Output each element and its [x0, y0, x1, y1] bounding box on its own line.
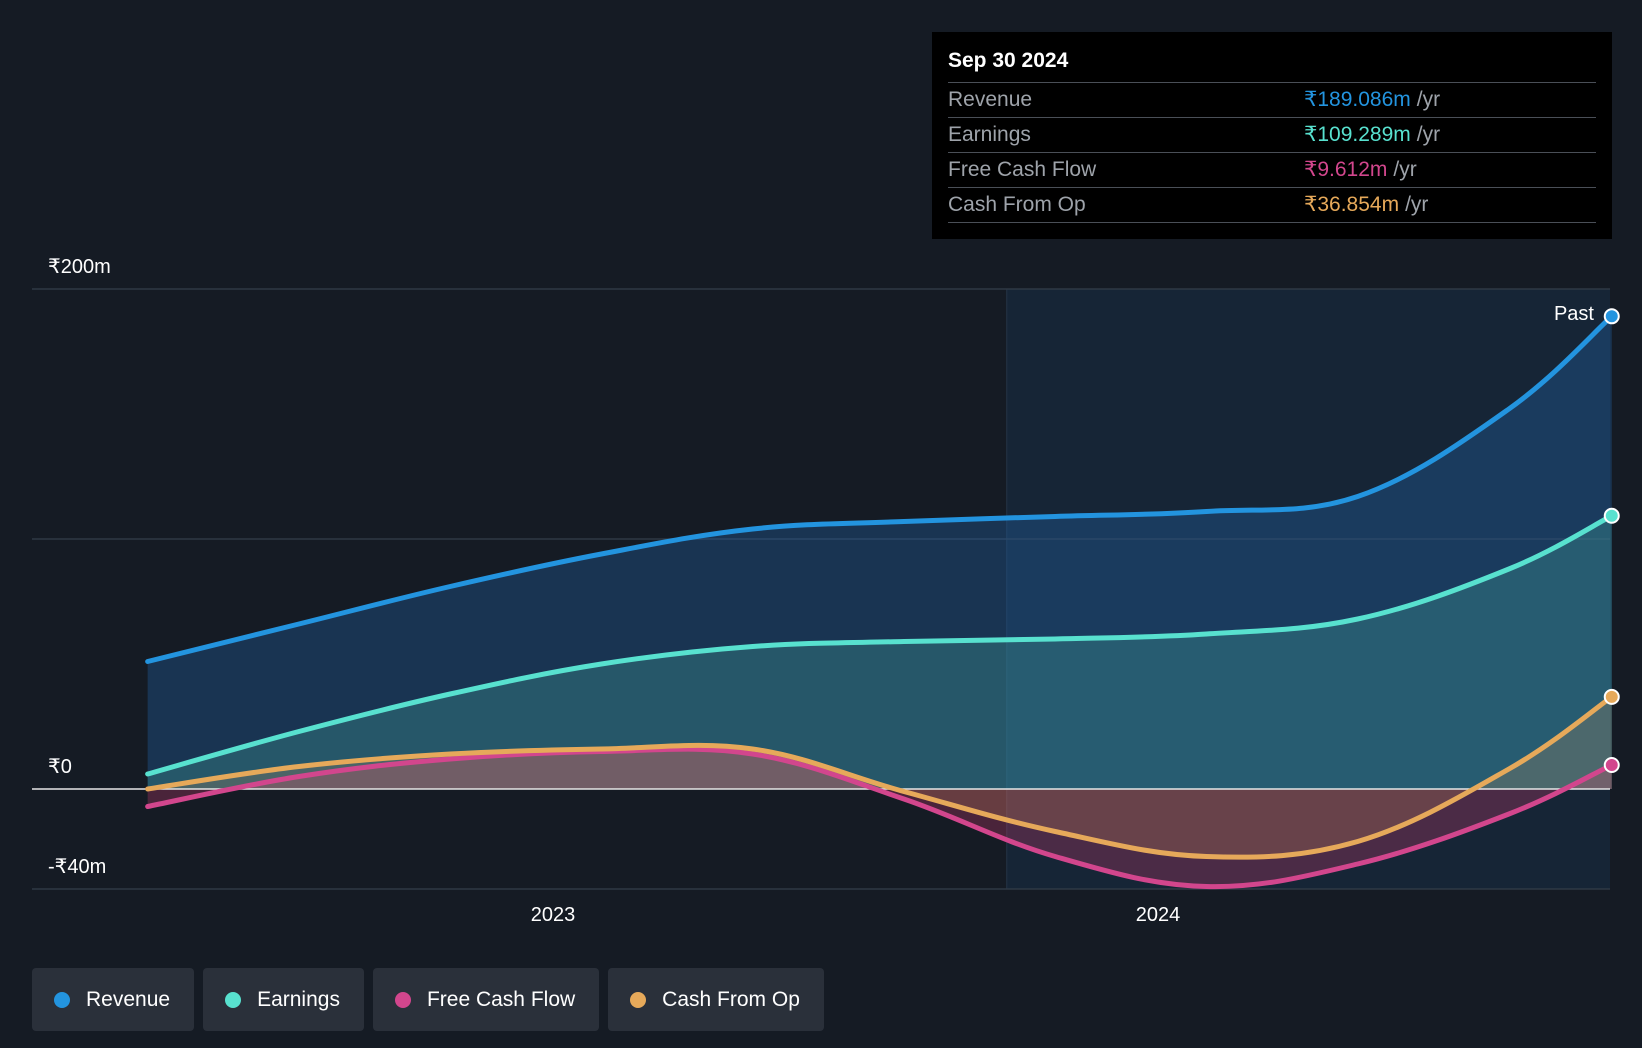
- legend-item-cash-from-op[interactable]: Cash From Op: [608, 968, 824, 1031]
- grid-lines: [32, 288, 1610, 890]
- legend-dot-icon: [394, 991, 411, 1008]
- past-label: Past: [1554, 303, 1594, 325]
- series-area-cash-from-op: [147, 696, 1612, 858]
- tooltip-row-revenue: Revenue ₹189.086m /yr: [948, 83, 1596, 118]
- series-end-point-earnings: [1603, 507, 1620, 524]
- series-line-revenue: [145, 313, 1615, 664]
- tooltip-row-value: ₹9.612m: [1304, 158, 1388, 181]
- tooltip-row-unit: /yr: [1416, 88, 1441, 111]
- axis-labels: ₹200m ₹0 -₹40m 2023 2024 Past: [48, 256, 1594, 926]
- tooltip-date: Sep 30 2024: [948, 46, 1596, 83]
- series-line-free-cash-flow: [145, 746, 1615, 890]
- tooltip-panel: Sep 30 2024 Revenue ₹189.086m /yr Earnin…: [932, 32, 1612, 239]
- series-end-point-revenue: [1603, 308, 1620, 325]
- legend-label: Cash From Op: [662, 987, 800, 1011]
- tooltip-row-value: ₹36.854m: [1304, 193, 1400, 216]
- series-line-cash-from-op: [145, 694, 1615, 860]
- series-area-earnings: [147, 515, 1612, 789]
- legend-dot-icon: [54, 991, 70, 1008]
- legend-item-free-cash-flow[interactable]: Free Cash Flow: [372, 968, 600, 1031]
- series-areas: [147, 316, 1612, 887]
- y-tick-label-bottom: -₹40m: [48, 856, 106, 878]
- legend-item-revenue[interactable]: Revenue: [32, 968, 195, 1031]
- tooltip-row-unit: /yr: [1416, 123, 1441, 146]
- legend-dot-icon: [630, 991, 647, 1008]
- x-tick-label-2023: 2023: [531, 904, 576, 926]
- tooltip-row-value: ₹109.289m: [1304, 123, 1411, 146]
- tooltip-row-label: Free Cash Flow: [948, 158, 1097, 181]
- tooltip-row-earnings: Earnings ₹109.289m /yr: [948, 118, 1596, 153]
- legend-label: Revenue: [86, 987, 171, 1011]
- series-end-markers: [1603, 308, 1620, 773]
- series-area-free-cash-flow: [147, 749, 1612, 887]
- y-tick-label-zero: ₹0: [48, 756, 72, 778]
- tooltip-row-free-cash-flow: Free Cash Flow ₹9.612m /yr: [948, 153, 1596, 188]
- tooltip-row-label: Cash From Op: [948, 193, 1086, 216]
- legend: Revenue Earnings Free Cash Flow Cash Fro…: [32, 968, 824, 1031]
- series-end-point-free-cash-flow: [1603, 756, 1620, 773]
- tooltip-row-label: Earnings: [948, 123, 1031, 146]
- series-end-point-cash-from-op: [1603, 688, 1620, 705]
- series-line-earnings: [145, 513, 1615, 777]
- y-tick-label-top: ₹200m: [48, 256, 111, 278]
- legend-item-earnings[interactable]: Earnings: [203, 968, 364, 1031]
- series-lines: [145, 313, 1615, 890]
- legend-label: Free Cash Flow: [426, 987, 576, 1011]
- tooltip-row-unit: /yr: [1393, 158, 1417, 181]
- legend-label: Earnings: [257, 987, 340, 1011]
- legend-dot-icon: [225, 991, 242, 1008]
- x-tick-label-2024: 2024: [1136, 904, 1181, 926]
- tooltip-row-cash-from-op: Cash From Op ₹36.854m /yr: [948, 188, 1596, 223]
- tooltip-row-value: ₹189.086m: [1304, 88, 1411, 111]
- tooltip-row-label: Revenue: [948, 88, 1033, 111]
- tooltip-row-unit: /yr: [1405, 193, 1429, 216]
- series-area-revenue: [147, 316, 1612, 789]
